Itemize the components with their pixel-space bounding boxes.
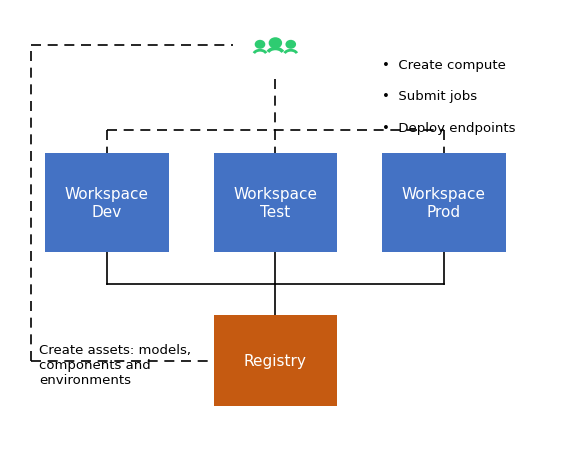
Text: Workspace
Test: Workspace Test [233, 187, 318, 219]
Text: •  Create compute: • Create compute [382, 59, 506, 72]
Text: Workspace
Prod: Workspace Prod [402, 187, 486, 219]
Text: Create assets: models,
components and
environments: Create assets: models, components and en… [39, 343, 191, 386]
Text: •  Deploy endpoints: • Deploy endpoints [382, 122, 516, 135]
FancyBboxPatch shape [382, 153, 506, 253]
Text: •  Submit jobs: • Submit jobs [382, 90, 477, 103]
FancyBboxPatch shape [214, 316, 337, 406]
Circle shape [287, 42, 295, 49]
FancyBboxPatch shape [45, 153, 169, 253]
Text: Registry: Registry [244, 353, 307, 368]
Text: Workspace
Dev: Workspace Dev [65, 187, 149, 219]
Circle shape [270, 40, 280, 48]
FancyBboxPatch shape [214, 153, 337, 253]
Circle shape [256, 42, 264, 49]
